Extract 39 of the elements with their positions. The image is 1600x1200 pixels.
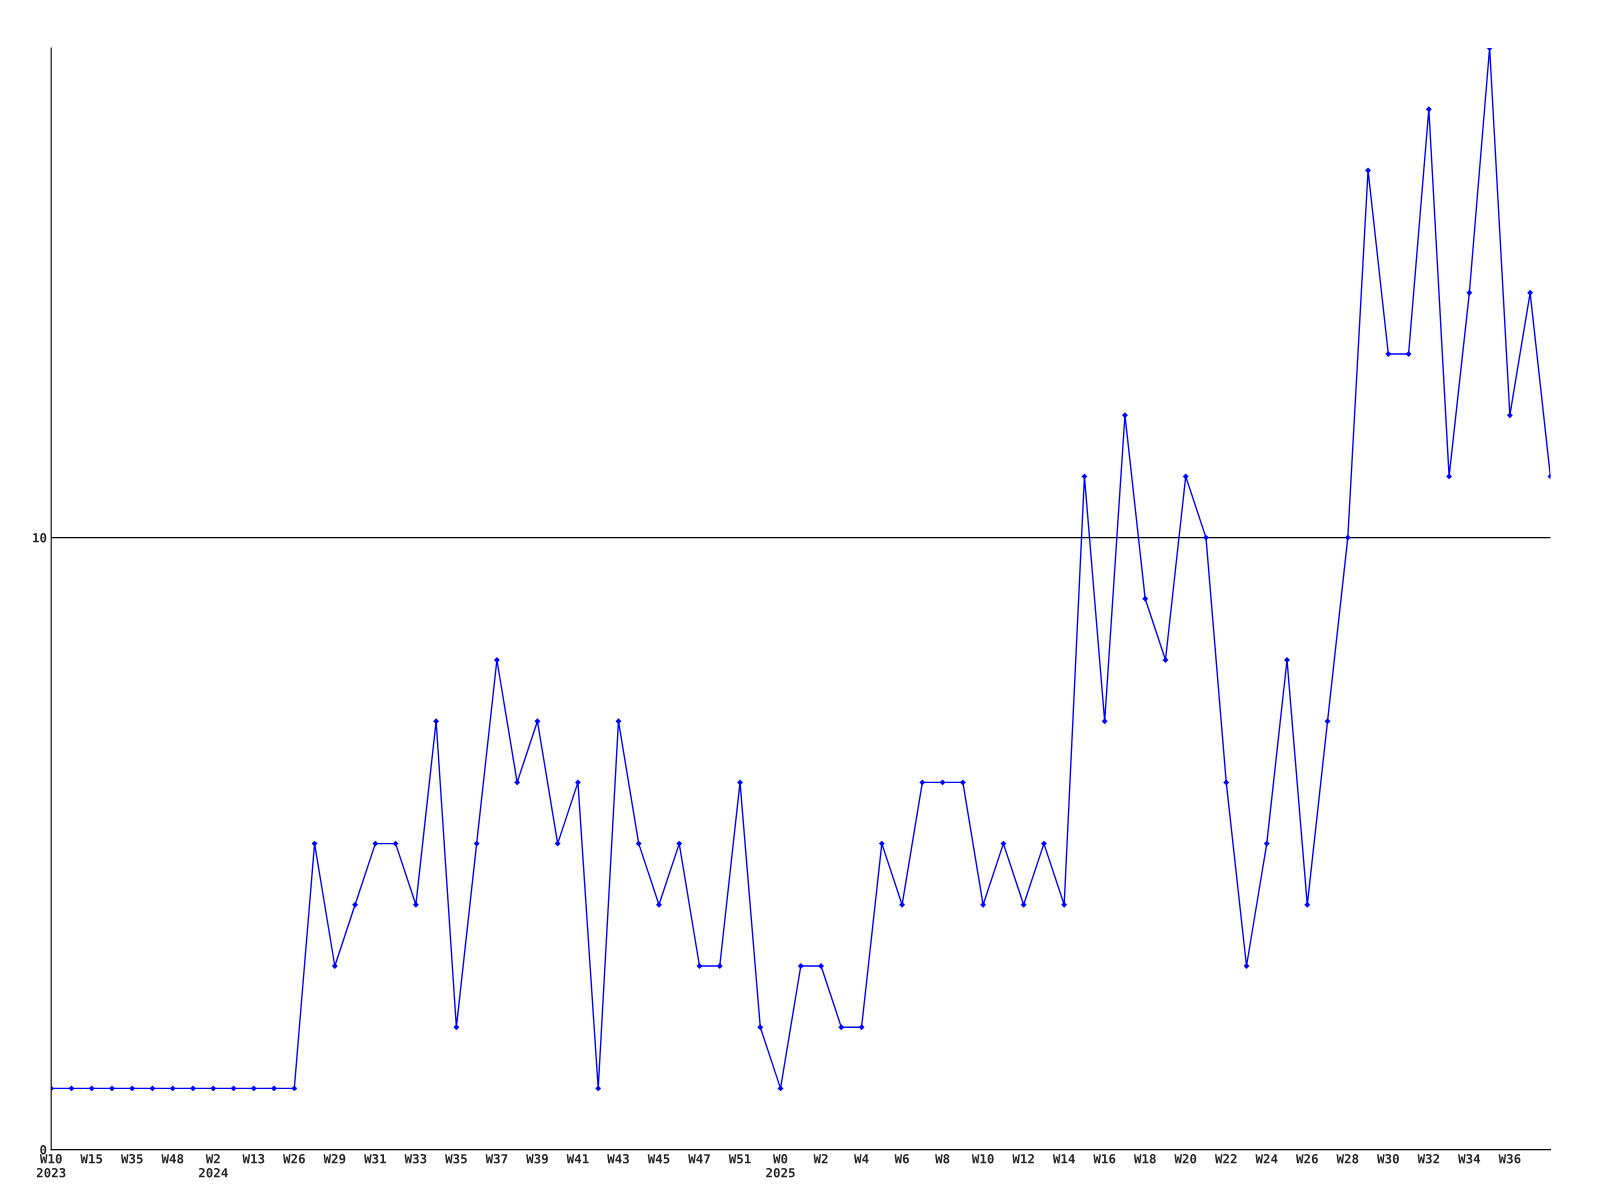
x-tick-label: W12	[1012, 1153, 1034, 1164]
x-tick-label: W26	[283, 1153, 305, 1164]
x-tick-label: W41	[566, 1154, 589, 1164]
x-tick-label: W26	[1296, 1153, 1318, 1164]
x-tick-label: W51	[728, 1154, 751, 1164]
x-tick-label: W6	[894, 1154, 909, 1164]
x-tick-label: W48	[161, 1153, 184, 1164]
x-tick-label: W29	[323, 1153, 346, 1164]
x-tick-label: W36	[1498, 1153, 1521, 1164]
x-tick-label: W35	[445, 1153, 467, 1164]
x-tick-label: W45	[647, 1154, 670, 1164]
x-tick-label: W47	[688, 1154, 710, 1164]
x-tick-label: W14	[1052, 1154, 1075, 1164]
x-tick-label: W43	[607, 1153, 629, 1164]
x-tick-label: W24	[1255, 1153, 1278, 1164]
x-tick-label: W10 2023	[36, 1153, 66, 1178]
x-tick-label: W2	[813, 1153, 828, 1164]
x-tick-label: W20	[1174, 1153, 1197, 1164]
x-tick-label: W37	[485, 1153, 508, 1164]
y-tick-label: 10	[33, 533, 47, 543]
x-tick-label: W39	[526, 1153, 548, 1164]
x-tick-label: W16	[1093, 1154, 1116, 1164]
x-tick-label: W28	[1336, 1153, 1359, 1164]
x-tick-label: W0 2025	[766, 1153, 795, 1178]
x-tick-label: W32	[1417, 1153, 1440, 1164]
x-tick-label: W31	[364, 1153, 387, 1164]
x-tick-label: W22	[1214, 1153, 1237, 1164]
x-tick-label: W4	[854, 1154, 869, 1164]
x-tick-label: W2 2024	[198, 1153, 228, 1178]
x-tick-label: W10	[971, 1153, 994, 1164]
x-tick-label: W18	[1133, 1153, 1156, 1164]
x-tick-label: W35	[120, 1153, 143, 1164]
x-tick-label: W15	[80, 1154, 103, 1164]
x-tick-label: W34	[1458, 1153, 1481, 1164]
x-tick-label: W8	[935, 1153, 950, 1164]
x-tick-label: W30	[1377, 1153, 1399, 1164]
x-tick-label: W13	[242, 1153, 265, 1164]
x-tick-label: W33	[404, 1153, 427, 1164]
y-tick-label: 0	[40, 1145, 47, 1155]
